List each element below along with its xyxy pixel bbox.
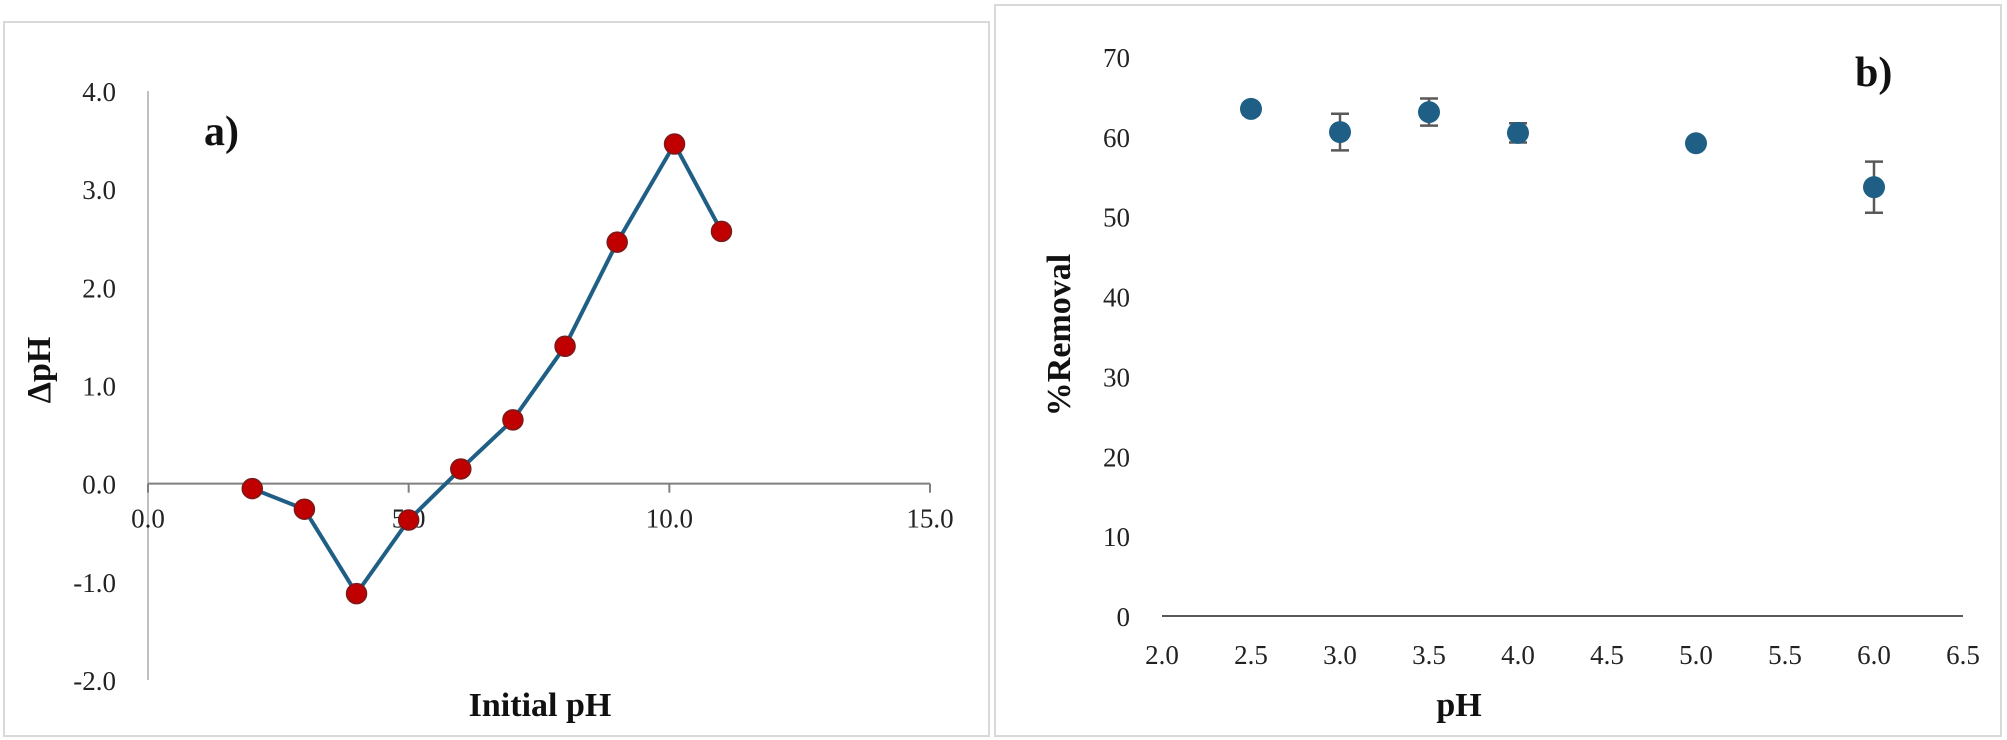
panel-a-data-point — [606, 231, 628, 253]
panel-a-y-tick-label: 0.0 — [82, 470, 116, 500]
panel-a-data-point — [502, 409, 524, 431]
panel-a: Initial pH ΔpH a) 0.05.010.015.04.03.02.… — [21, 77, 954, 724]
panel-b-x-tick-label: 4.5 — [1590, 640, 1624, 670]
panel-a-data-point — [345, 582, 368, 605]
panel-a-y-axis-title: ΔpH — [21, 337, 58, 404]
panel-a-y-tick-label: -2.0 — [73, 666, 116, 696]
panel-b-data-point — [1418, 101, 1440, 124]
panel-a-data-point — [293, 498, 316, 520]
panel-b-data-point — [1240, 97, 1262, 120]
panel-a-x-tick-label: 0.0 — [131, 504, 165, 534]
panel-a-y-tick-label: 1.0 — [82, 372, 116, 402]
panel-b-x-tick-label: 3.5 — [1412, 640, 1446, 670]
panel-b-data-point — [1329, 121, 1351, 144]
panel-b-data-point — [1863, 176, 1885, 199]
panel-a-y-tick-label: 4.0 — [82, 77, 116, 107]
panel-b: pH %Removal b) 2.0 2.5 3.0 3.5 4.0 4.5 5.0 5.5 6… — [1041, 43, 1980, 724]
panel-a-data-point — [554, 335, 576, 357]
panel-a-y-tick-label: -1.0 — [73, 568, 116, 598]
panel-b-y-tick-label: 40 — [1103, 283, 1130, 313]
panel-a-data-point — [663, 133, 686, 155]
panel-b-data-point — [1507, 121, 1529, 144]
panel-a-y-tick-label: 2.0 — [82, 273, 116, 303]
panel-b-x-tick-label: 4.0 — [1501, 640, 1535, 670]
panel-b-y-tick-label: 60 — [1103, 123, 1130, 153]
panel-a-data-point — [241, 477, 264, 500]
panel-b-y-axis-title: %Removal — [1041, 254, 1078, 416]
panel-a-x-tick-label: 10.0 — [646, 504, 693, 534]
panel-b-x-axis-title: pH — [1436, 687, 1481, 724]
panel-a-frame — [3, 21, 990, 737]
panel-a-y-tick-label: 3.0 — [82, 175, 116, 205]
panel-a-data-point — [450, 458, 472, 480]
panel-b-x-tick-label: 6.0 — [1857, 640, 1891, 670]
panel-b-y-tick-label: 10 — [1103, 522, 1130, 552]
panel-a-x-tick-label: 15.0 — [906, 504, 953, 534]
panel-b-y-tick-label: 50 — [1103, 203, 1130, 233]
panel-a-label: a) — [204, 109, 239, 155]
panel-a-data-point — [397, 509, 420, 531]
panel-b-x-tick-label: 3.0 — [1323, 640, 1357, 670]
panel-b-y-tick-label: 20 — [1103, 442, 1130, 472]
panel-b-data-point — [1685, 132, 1707, 155]
panel-b-label: b) — [1855, 50, 1892, 96]
panel-b-frame — [994, 4, 2002, 737]
panel-b-x-tick-label: 5.0 — [1679, 640, 1713, 670]
panel-b-x-tick-label: 2.0 — [1145, 640, 1179, 670]
panel-b-x-tick-label: 2.5 — [1234, 640, 1268, 670]
panel-a-x-axis-title: Initial pH — [469, 687, 612, 724]
panel-b-y-tick-label: 70 — [1103, 43, 1130, 73]
panel-b-y-tick-label: 30 — [1103, 362, 1130, 392]
panel-a-series-line — [251, 142, 724, 596]
panel-b-x-tick-label: 6.5 — [1946, 640, 1980, 670]
panel-a-data-point — [710, 220, 733, 243]
panel-b-x-tick-label: 5.5 — [1768, 640, 1802, 670]
panel-b-y-tick-label: 0 — [1117, 602, 1131, 632]
